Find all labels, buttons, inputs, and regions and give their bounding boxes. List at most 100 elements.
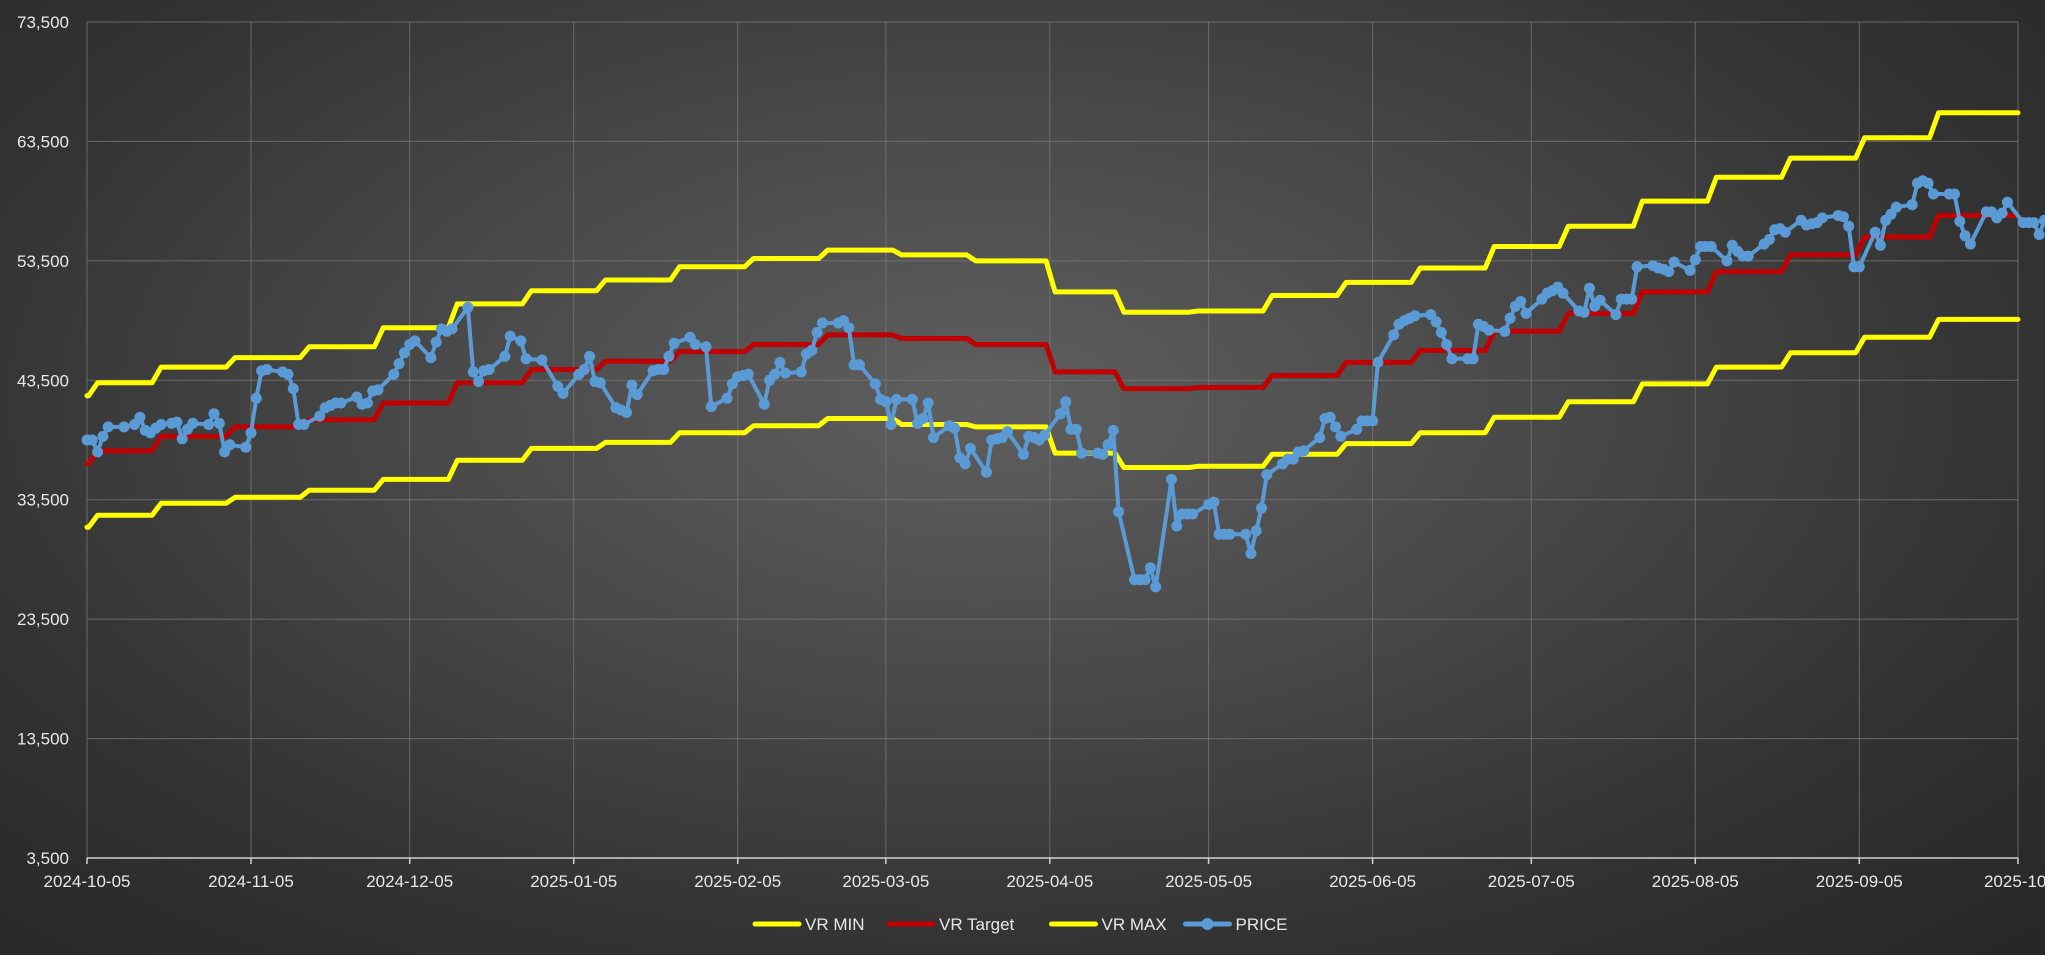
- series-vr-max: [84, 110, 2021, 399]
- data-point: [2039, 214, 2045, 226]
- y-tick-label: 43,500: [17, 371, 69, 390]
- series-vr-min: [84, 316, 2021, 530]
- data-point: [176, 433, 188, 445]
- data-point: [1499, 325, 1511, 337]
- legend-label: VR Target: [939, 915, 1015, 934]
- data-point: [928, 432, 939, 444]
- x-tick-label: 2024-12-05: [366, 872, 453, 891]
- data-point: [1208, 496, 1220, 508]
- x-tick-label: 2025-08-05: [1652, 872, 1739, 891]
- data-point: [1435, 327, 1447, 338]
- data-point: [398, 347, 410, 359]
- data-point: [1430, 316, 1442, 328]
- data-point: [621, 407, 633, 418]
- data-point: [1689, 254, 1701, 266]
- data-point: [483, 364, 495, 375]
- data-point: [425, 352, 437, 364]
- data-point: [980, 466, 992, 478]
- data-point: [843, 322, 855, 334]
- data-point: [1139, 574, 1151, 586]
- data-point: [361, 397, 373, 409]
- data-point: [261, 364, 273, 375]
- legend-item: VR MAX: [1049, 915, 1167, 934]
- data-point: [816, 317, 828, 329]
- data-point: [1515, 296, 1527, 307]
- data-point: [1017, 448, 1029, 460]
- series-line: [84, 213, 2021, 467]
- data-point: [287, 383, 299, 395]
- data-point: [1483, 324, 1495, 336]
- data-point: [721, 392, 733, 404]
- x-tick-label: 2025-04-05: [1006, 872, 1093, 891]
- data-point: [779, 367, 791, 379]
- legend-label: PRICE: [1236, 915, 1288, 934]
- y-tick-label: 3,500: [26, 849, 69, 868]
- x-tick-label: 2025-07-05: [1488, 872, 1575, 891]
- data-point: [1054, 408, 1066, 420]
- data-point: [171, 416, 183, 428]
- data-point: [774, 356, 786, 368]
- data-point: [1224, 528, 1236, 540]
- series-price: [81, 175, 2045, 593]
- data-point: [1869, 226, 1881, 238]
- data-point: [430, 336, 442, 348]
- y-tick-label: 53,500: [17, 252, 69, 271]
- series-line: [85, 178, 2045, 589]
- data-point: [1890, 201, 1902, 213]
- data-point: [1256, 502, 1267, 514]
- data-point: [1684, 264, 1696, 276]
- data-point: [1594, 294, 1606, 306]
- data-point: [869, 378, 881, 390]
- data-point: [1187, 508, 1199, 520]
- data-point: [1626, 293, 1638, 305]
- data-point: [668, 337, 680, 349]
- data-point: [1144, 562, 1156, 574]
- data-point: [1763, 233, 1775, 245]
- x-axis: [86, 857, 2019, 864]
- data-point: [626, 379, 638, 391]
- data-point: [1351, 423, 1363, 435]
- legend-label: VR MIN: [805, 915, 865, 934]
- data-point: [1557, 287, 1569, 299]
- data-point: [1409, 310, 1421, 322]
- y-tick-label: 33,500: [17, 491, 69, 510]
- data-point: [1906, 199, 1918, 211]
- data-point: [2033, 229, 2045, 241]
- data-point: [1171, 520, 1183, 532]
- data-point: [1578, 306, 1590, 318]
- data-point: [187, 417, 199, 429]
- data-point: [965, 442, 976, 454]
- data-point: [1076, 447, 1088, 459]
- data-point: [1779, 226, 1791, 238]
- series-line: [84, 316, 2021, 530]
- data-point: [631, 389, 643, 401]
- y-tick-label: 23,500: [17, 610, 69, 629]
- y-tick-label: 13,500: [17, 730, 69, 749]
- data-point: [890, 393, 902, 405]
- x-tick-label: 2025-10-: [1984, 872, 2045, 891]
- data-point: [906, 393, 918, 405]
- data-point: [393, 358, 405, 370]
- data-point: [388, 368, 400, 380]
- data-point: [700, 341, 712, 353]
- data-point: [1705, 241, 1717, 252]
- data-point: [811, 327, 823, 338]
- data-point: [1663, 266, 1675, 278]
- data-point: [409, 335, 421, 347]
- data-point: [1954, 215, 1966, 227]
- data-point: [917, 413, 929, 424]
- x-tick-label: 2025-03-05: [842, 872, 929, 891]
- x-tick-label: 2024-11-05: [208, 872, 294, 891]
- data-point: [1927, 188, 1939, 200]
- data-point: [314, 410, 326, 422]
- data-point: [853, 359, 865, 371]
- legend-label: VR MAX: [1102, 915, 1167, 934]
- data-point: [1843, 220, 1855, 232]
- data-point: [584, 350, 596, 362]
- data-point: [515, 335, 527, 347]
- data-point: [134, 411, 146, 423]
- data-point: [213, 417, 225, 429]
- data-point: [1150, 581, 1162, 593]
- data-point: [959, 458, 971, 470]
- x-tick-label: 2025-01-05: [530, 872, 617, 891]
